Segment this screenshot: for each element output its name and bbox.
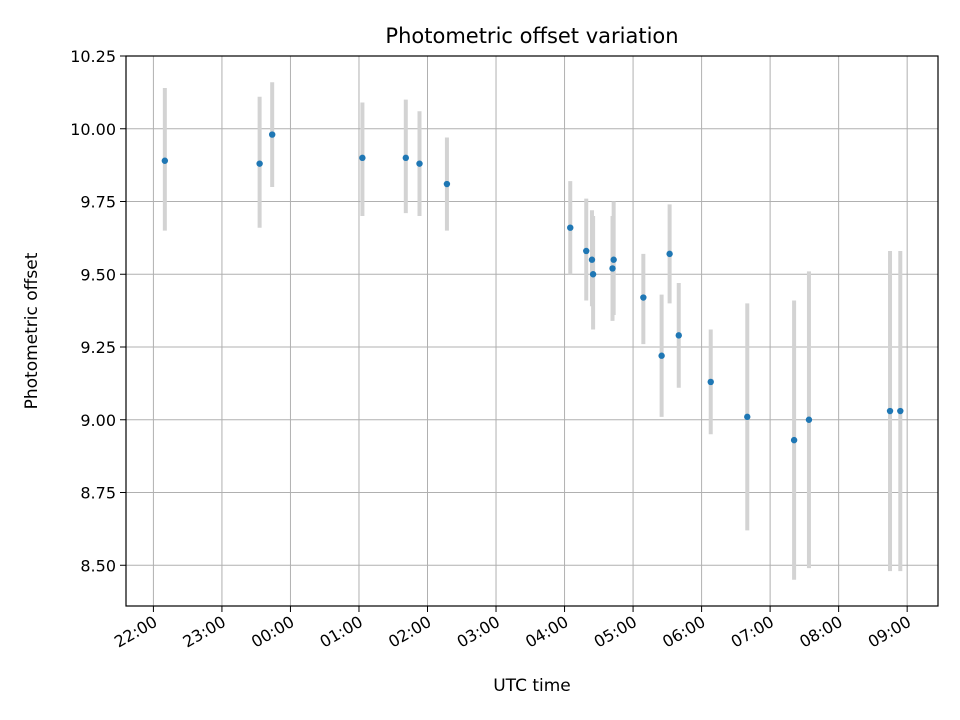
data-point xyxy=(402,154,410,162)
y-tick-label: 9.75 xyxy=(80,193,116,212)
data-point xyxy=(268,131,276,138)
data-point xyxy=(359,154,366,162)
data-point xyxy=(256,160,263,167)
y-tick-label: 10.25 xyxy=(70,47,116,66)
y-tick-label: 10.00 xyxy=(70,120,116,139)
data-point xyxy=(658,352,665,359)
data-point xyxy=(897,407,904,415)
y-axis-label: Photometric offset xyxy=(22,252,42,409)
data-point xyxy=(805,416,813,423)
y-tick-label: 9.00 xyxy=(80,411,116,430)
axis-ticks xyxy=(120,55,908,612)
x-axis-label: UTC time xyxy=(493,676,571,696)
data-point xyxy=(443,180,451,188)
data-point xyxy=(886,407,894,415)
data-point xyxy=(589,271,597,278)
y-tick-label: 9.50 xyxy=(80,265,116,284)
data-point xyxy=(675,332,682,339)
data-point xyxy=(640,294,647,301)
data-point xyxy=(416,160,423,167)
y-tick-label: 9.25 xyxy=(80,338,116,357)
data-point xyxy=(567,224,574,231)
data-point xyxy=(610,256,617,263)
plot-frame xyxy=(125,55,939,607)
data-point xyxy=(161,157,169,164)
grid xyxy=(126,55,938,606)
data-point xyxy=(744,413,751,421)
data-point xyxy=(583,247,590,255)
data-point xyxy=(609,265,616,272)
data-points xyxy=(161,131,904,444)
data-point xyxy=(666,250,673,258)
data-point xyxy=(707,378,714,386)
data-point xyxy=(790,436,798,444)
y-tick-label: 8.50 xyxy=(80,556,116,575)
data-point xyxy=(588,256,596,263)
y-tick-label: 8.75 xyxy=(80,484,116,503)
chart-title: Photometric offset variation xyxy=(385,24,678,48)
